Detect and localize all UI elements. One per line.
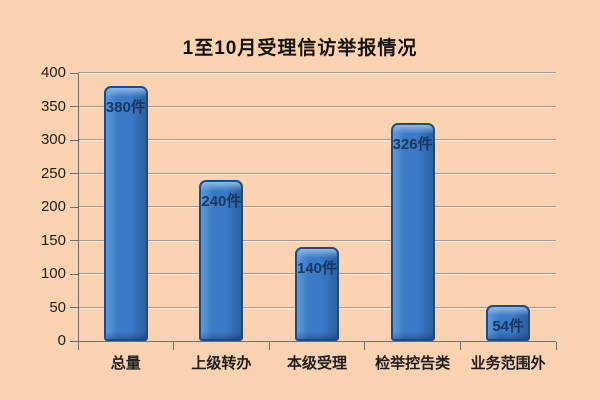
y-tick-150 bbox=[70, 240, 78, 241]
y-tick-label: 150 bbox=[40, 231, 66, 249]
x-tick-1 bbox=[173, 342, 175, 350]
y-tick-250 bbox=[70, 173, 78, 174]
bar-检举控告类: 326件 bbox=[390, 122, 435, 341]
bar-value-label: 240件 bbox=[201, 193, 242, 211]
y-tick-label: 50 bbox=[49, 298, 66, 316]
x-tick-0 bbox=[77, 342, 79, 350]
x-axis-line bbox=[78, 341, 556, 342]
y-tick-300 bbox=[70, 139, 78, 141]
y-tick-400 bbox=[70, 72, 78, 74]
x-axis-labels: 总量 上级转办 本级受理 检举控告类 业务范围外 bbox=[78, 352, 556, 374]
y-tick-label: 250 bbox=[40, 164, 66, 182]
x-category-label: 总量 bbox=[110, 355, 141, 372]
gridline-150 bbox=[78, 239, 556, 241]
gridline-250 bbox=[78, 172, 556, 174]
y-tick-100 bbox=[70, 273, 78, 275]
y-axis-line bbox=[78, 73, 79, 341]
x-category-label: 上级转办 bbox=[191, 355, 252, 372]
gridline-400 bbox=[78, 72, 556, 73]
chart-title: 1至10月受理信访举报情况 bbox=[182, 38, 418, 59]
bar-上级转办: 240件 bbox=[199, 180, 244, 341]
gridline-200 bbox=[78, 206, 556, 207]
bar-value-label: 380件 bbox=[105, 99, 146, 117]
x-tick-5 bbox=[555, 342, 557, 350]
bar-value-label: 54件 bbox=[492, 317, 525, 335]
y-tick-0 bbox=[70, 340, 78, 342]
y-tick-350 bbox=[70, 106, 78, 107]
y-tick-label: 100 bbox=[40, 265, 66, 282]
x-category-label: 本级受理 bbox=[286, 355, 347, 372]
x-category-label: 业务范围外 bbox=[470, 355, 546, 372]
plot-area: 380件 240件 140件 326件 54件 bbox=[70, 72, 557, 350]
y-tick-200 bbox=[70, 206, 78, 208]
x-tick-3 bbox=[364, 342, 366, 350]
y-axis-labels: 0 50 100 150 200 250 300 350 400 bbox=[0, 64, 66, 349]
y-tick-label: 200 bbox=[40, 198, 66, 215]
y-tick-label: 300 bbox=[40, 131, 66, 148]
x-tick-4 bbox=[459, 342, 461, 350]
x-tick-2 bbox=[268, 342, 270, 350]
bar-业务范围外: 54件 bbox=[486, 304, 531, 341]
y-tick-label: 400 bbox=[40, 64, 66, 81]
gridline-350 bbox=[78, 105, 556, 107]
x-category-label: 检举控告类 bbox=[375, 355, 451, 372]
bar-本级受理: 140件 bbox=[295, 247, 339, 341]
y-tick-label: 0 bbox=[57, 332, 66, 349]
bar-总量: 380件 bbox=[103, 86, 148, 341]
bar-value-label: 140件 bbox=[296, 260, 338, 278]
gridline-300 bbox=[78, 139, 556, 140]
y-tick-label: 350 bbox=[40, 97, 66, 115]
y-tick-50 bbox=[70, 307, 78, 308]
bar-value-label: 326件 bbox=[392, 135, 433, 153]
